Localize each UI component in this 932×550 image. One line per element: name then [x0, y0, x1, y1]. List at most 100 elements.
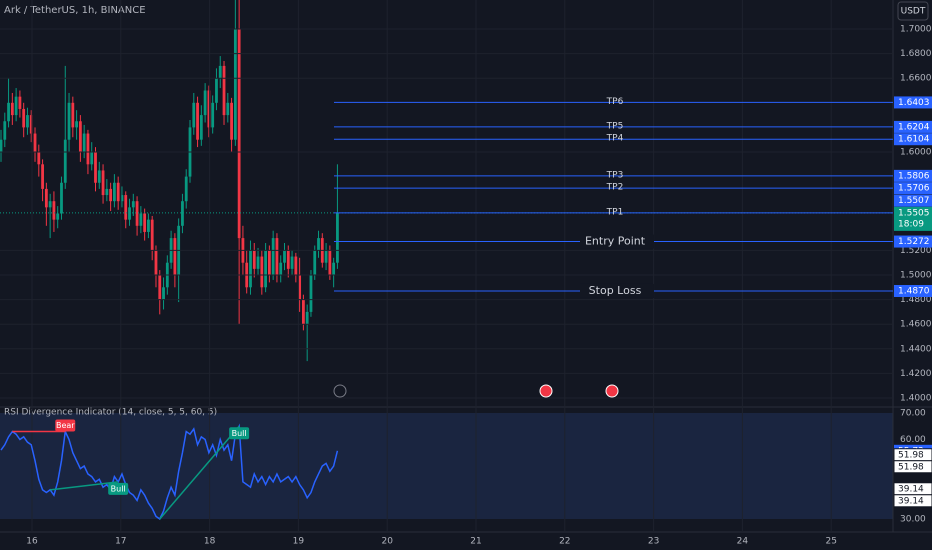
candle-body	[7, 102, 10, 122]
candle-body	[147, 219, 150, 232]
signal-label: Bull	[111, 484, 126, 493]
y-tick-label: 1.4400	[900, 344, 932, 354]
candle-body	[75, 121, 78, 128]
x-tick-label: 25	[825, 537, 836, 547]
candle-body	[233, 29, 237, 140]
y-tick-label: 1.6600	[900, 74, 932, 84]
x-tick-label: 18	[204, 537, 216, 547]
level-text-bg	[580, 234, 654, 249]
candle-body	[82, 133, 86, 152]
candle-body	[78, 121, 82, 152]
level-tag: TP3	[606, 170, 624, 180]
candle-body	[196, 102, 199, 140]
y-tick-label: 1.4800	[900, 295, 932, 305]
countdown: 18:09	[898, 219, 924, 229]
event-icon[interactable]	[539, 384, 553, 398]
y-tick-label: 1.4200	[900, 369, 932, 379]
candle-body	[162, 287, 165, 300]
candle-body	[199, 115, 203, 140]
level-price-bg	[894, 182, 932, 195]
candle-body	[267, 250, 271, 275]
candle-body	[71, 102, 75, 128]
level-price-bg	[894, 284, 932, 297]
level-price-bg	[894, 235, 932, 248]
rsi-scale-label: 51.98	[898, 462, 924, 472]
x-tick-label: 20	[381, 537, 393, 547]
candle-body	[139, 213, 143, 226]
last-price: 1.5505	[898, 208, 930, 218]
candle-body	[181, 201, 184, 226]
rsi-scale-label: 39.14	[898, 496, 924, 506]
candle-body	[305, 311, 309, 325]
candle-body	[207, 90, 211, 128]
candle-body	[128, 207, 131, 220]
y-tick-label: 1.7000	[900, 25, 932, 35]
candle-body	[60, 182, 63, 214]
candle-body	[252, 250, 256, 269]
level-text-bg	[580, 283, 654, 298]
candle-body	[317, 238, 320, 251]
candle-body	[256, 256, 260, 269]
candle-body	[158, 275, 162, 300]
divergence-line	[159, 425, 240, 520]
y-tick-label: 1.6800	[900, 49, 932, 59]
candle-body	[56, 213, 60, 220]
candle-body	[113, 182, 116, 202]
candle-body	[29, 115, 33, 134]
level-price-bg	[894, 133, 932, 146]
candle-body	[131, 201, 135, 208]
currency-button[interactable]	[897, 1, 929, 21]
high-price: 1.5507	[898, 196, 930, 206]
candle-body	[105, 188, 109, 196]
rsi-line	[0, 423, 339, 521]
candle-body	[124, 195, 128, 220]
last-price-bg	[894, 206, 932, 231]
signal-label: Bear	[56, 421, 75, 430]
event-icon[interactable]	[605, 384, 619, 398]
candle-body	[298, 275, 302, 300]
y-tick-label: 1.4000	[900, 394, 932, 404]
event-icon[interactable]	[333, 384, 347, 398]
candle-body	[279, 262, 283, 275]
rsi-tick-label: 70.00	[900, 409, 926, 419]
y-tick-label: 1.5200	[900, 246, 932, 256]
level-price: 1.6104	[898, 135, 930, 145]
level-price: 1.6403	[898, 98, 930, 108]
candle-body	[14, 96, 18, 116]
x-tick-label: 19	[293, 537, 305, 547]
level-tag: TP4	[606, 134, 624, 144]
level-price: 1.5272	[898, 237, 930, 247]
candle-body	[192, 102, 196, 128]
candle-body	[52, 201, 56, 220]
candle-body	[94, 152, 97, 183]
candle-body	[67, 102, 71, 140]
price-pane	[0, 0, 339, 362]
candle-body	[3, 121, 7, 140]
candle-body	[26, 115, 29, 128]
candle-body	[10, 102, 14, 116]
candle-body	[33, 133, 37, 152]
candle-body	[332, 262, 336, 275]
candle-body	[154, 250, 158, 275]
candle-body	[0, 139, 3, 152]
divergence-line	[50, 481, 119, 491]
candle-body	[203, 90, 207, 116]
candle-body	[215, 78, 218, 103]
candle-body	[324, 250, 328, 263]
x-tick-label: 17	[115, 537, 126, 547]
rsi-title: RSI Divergence Indicator (14, close, 5, …	[4, 408, 217, 418]
candle-body	[173, 238, 177, 275]
high-price-bg	[894, 194, 932, 207]
level-price-bg	[894, 169, 932, 182]
candle-body	[336, 212, 339, 263]
signal-bg	[108, 482, 129, 495]
candle-body	[109, 188, 113, 202]
candle-body	[90, 152, 94, 165]
candle-body	[120, 195, 124, 202]
rsi-tick-label: 30.00	[900, 515, 926, 525]
candle-body	[41, 164, 44, 189]
candle-body	[328, 250, 332, 275]
level-tag: TP2	[606, 183, 624, 193]
